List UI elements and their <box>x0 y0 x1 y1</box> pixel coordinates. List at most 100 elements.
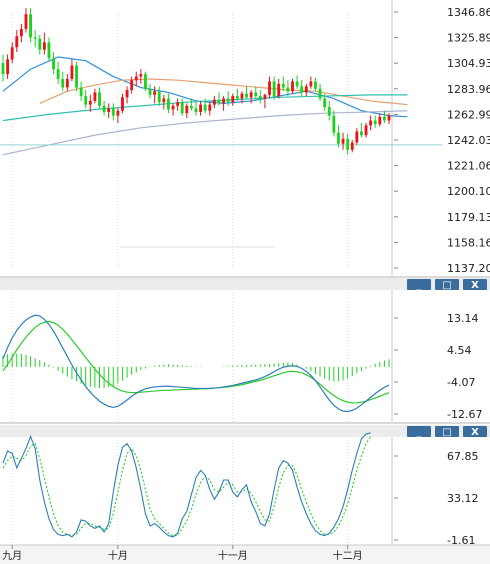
candle-body <box>153 91 157 95</box>
price-y-tick-label: 1200.10 <box>447 185 490 198</box>
candle-body <box>148 88 152 95</box>
candle-body <box>341 138 345 144</box>
candle-body <box>295 81 299 87</box>
candle-body <box>162 98 166 103</box>
candle-body <box>93 92 97 101</box>
candle-body <box>281 83 285 88</box>
macd-dea-line <box>2 320 390 404</box>
candle-body <box>79 87 83 97</box>
candle-body <box>318 88 322 99</box>
candle-body <box>167 98 170 110</box>
candle-body <box>121 97 124 111</box>
kdj-d-line <box>2 436 372 537</box>
candle-body <box>309 81 313 87</box>
macd-y-tick-label: -12.67 <box>447 408 482 421</box>
candle-body <box>286 87 290 92</box>
price-y-tick-label: 1304.93 <box>447 57 490 70</box>
candle-body <box>1 63 5 75</box>
candle-body <box>38 38 42 50</box>
candle-body <box>139 74 143 77</box>
candle-body <box>61 78 65 88</box>
kdj-lines <box>2 432 372 538</box>
kdj-k-line <box>2 432 371 538</box>
candle-body <box>291 81 294 92</box>
macd-pane-toolbar: _ □ X <box>0 278 490 291</box>
macd-lines <box>2 314 390 413</box>
price-y-tick-label: 1325.89 <box>447 32 490 45</box>
candle-body <box>6 59 10 75</box>
moving-average-line <box>2 110 408 156</box>
candle-body <box>212 99 216 105</box>
candle-body <box>203 104 207 111</box>
candle-body <box>304 86 308 93</box>
candle-body <box>369 120 373 126</box>
candle-body <box>180 102 184 114</box>
restore-button[interactable] <box>435 426 459 437</box>
close-button[interactable] <box>463 279 487 290</box>
macd-y-tick-label: 13.14 <box>447 312 479 325</box>
restore-button-label: □ <box>442 280 451 291</box>
candle-body <box>323 98 327 108</box>
candle-body <box>199 104 203 112</box>
candle-body <box>387 115 391 121</box>
macd-dif-line <box>2 314 390 413</box>
candle-body <box>116 110 120 116</box>
candle-body <box>277 83 281 97</box>
macd-y-axis: 13.14 4.54 -4.07 -12.67 <box>394 312 482 421</box>
candle-body <box>52 58 55 70</box>
candle-body <box>254 92 258 97</box>
price-y-tick-label: 1221.06 <box>447 160 490 173</box>
candle-body <box>10 47 14 60</box>
candle-body <box>300 86 304 93</box>
price-y-tick-label: 1262.99 <box>447 108 490 121</box>
minimize-button[interactable] <box>407 279 431 290</box>
minimize-button-label: _ <box>417 427 422 438</box>
candle-body <box>176 102 180 106</box>
minimize-button-label: _ <box>417 280 422 291</box>
candle-body <box>42 42 46 50</box>
candle-body <box>355 131 359 143</box>
candle-body <box>111 108 115 116</box>
candle-body <box>263 94 267 99</box>
price-y-axis: 1346.86 1325.89 1304.93 1283.96 1262.99 1242.… <box>394 6 490 275</box>
candle-body <box>337 132 340 144</box>
price-grid <box>11 0 393 276</box>
candle-body <box>382 116 386 121</box>
candle-body <box>65 78 69 88</box>
candle-body <box>157 91 161 103</box>
close-button[interactable] <box>463 426 487 437</box>
candle-body <box>144 74 147 89</box>
kdj-pane-toolbar: _ □ X <box>0 425 490 438</box>
candle-body <box>102 105 106 112</box>
candle-body <box>272 81 276 97</box>
candle-body <box>208 104 212 111</box>
candle-body <box>327 107 331 116</box>
candle-body <box>98 92 101 106</box>
restore-button-label: □ <box>442 427 451 438</box>
candle-body <box>364 125 368 136</box>
price-y-tick-label: 1346.86 <box>447 6 490 19</box>
x-axis-background <box>0 545 490 564</box>
kdj-y-tick-label: -1.61 <box>447 534 475 547</box>
candle-body <box>171 105 175 110</box>
candle-body <box>268 81 271 95</box>
candle-body <box>88 100 92 105</box>
kdj-y-tick-label: 67.85 <box>447 450 479 463</box>
kdj-grid <box>11 437 393 546</box>
candle-body <box>130 80 134 90</box>
candle-body <box>125 89 129 98</box>
x-axis: 九月 十月 十一月 十二月 <box>0 544 490 564</box>
close-button-label: X <box>471 280 479 291</box>
candle-body <box>314 81 317 89</box>
candle-body <box>373 120 377 125</box>
minimize-button[interactable] <box>407 426 431 437</box>
candle-body <box>217 99 221 104</box>
candle-body <box>84 96 88 105</box>
candle-body <box>15 36 19 48</box>
pane-separator <box>0 422 490 424</box>
restore-button[interactable] <box>435 279 459 290</box>
candle-body <box>75 65 78 88</box>
price-y-tick-label: 1137.20 <box>447 262 490 275</box>
x-tick-label: 九月 <box>2 550 22 562</box>
